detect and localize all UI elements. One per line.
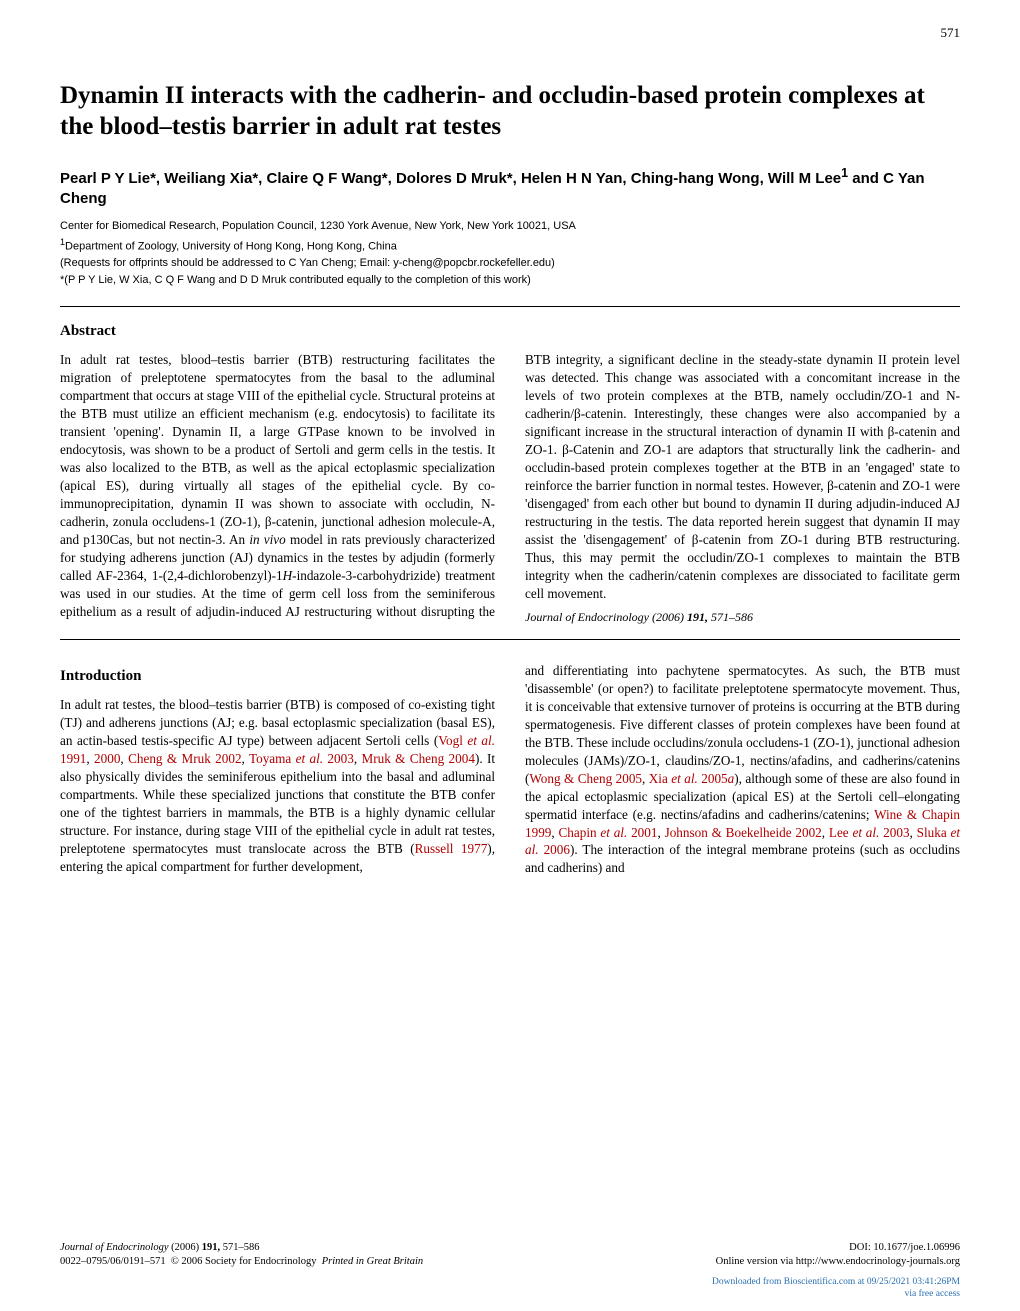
abstract-citation: Journal of Endocrinology (2006) 191, 571… bbox=[525, 609, 960, 625]
download-watermark: Downloaded from Bioscientifica.com at 09… bbox=[712, 1277, 960, 1301]
article-title: Dynamin II interacts with the cadherin- … bbox=[60, 80, 960, 143]
divider-rule bbox=[60, 306, 960, 307]
divider-rule-2 bbox=[60, 639, 960, 640]
introduction-columns: Introduction In adult rat testes, the bl… bbox=[60, 662, 960, 877]
affiliation-1: Center for Biomedical Research, Populati… bbox=[60, 219, 960, 234]
footer-doi: DOI: 10.1677/joe.1.06996 bbox=[716, 1241, 960, 1255]
equal-contribution-note: *(P P Y Lie, W Xia, C Q F Wang and D D M… bbox=[60, 273, 960, 288]
authors-list: Pearl P Y Lie*, Weiliang Xia*, Claire Q … bbox=[60, 165, 960, 210]
watermark-line-2: via free access bbox=[712, 1289, 960, 1301]
abstract-heading: Abstract bbox=[60, 321, 960, 341]
introduction-heading: Introduction bbox=[60, 666, 495, 686]
page-number: 571 bbox=[941, 24, 961, 42]
watermark-line-1: Downloaded from Bioscientifica.com at 09… bbox=[712, 1277, 960, 1289]
page-footer: Journal of Endocrinology (2006) 191, 571… bbox=[60, 1241, 960, 1269]
intro-paragraph-left: In adult rat testes, the blood–testis ba… bbox=[60, 696, 495, 876]
affiliation-2: 1Department of Zoology, University of Ho… bbox=[60, 236, 960, 255]
footer-copyright-line: 0022–0795/06/0191–571 © 2006 Society for… bbox=[60, 1255, 423, 1269]
intro-paragraph-right: and differentiating into pachytene sperm… bbox=[525, 662, 960, 877]
correspondence: (Requests for offprints should be addres… bbox=[60, 256, 960, 271]
abstract-text: In adult rat testes, blood–testis barrie… bbox=[60, 351, 960, 625]
abstract-columns: In adult rat testes, blood–testis barrie… bbox=[60, 351, 960, 625]
footer-online-url: Online version via http://www.endocrinol… bbox=[716, 1255, 960, 1269]
footer-journal-line: Journal of Endocrinology (2006) 191, 571… bbox=[60, 1241, 423, 1255]
